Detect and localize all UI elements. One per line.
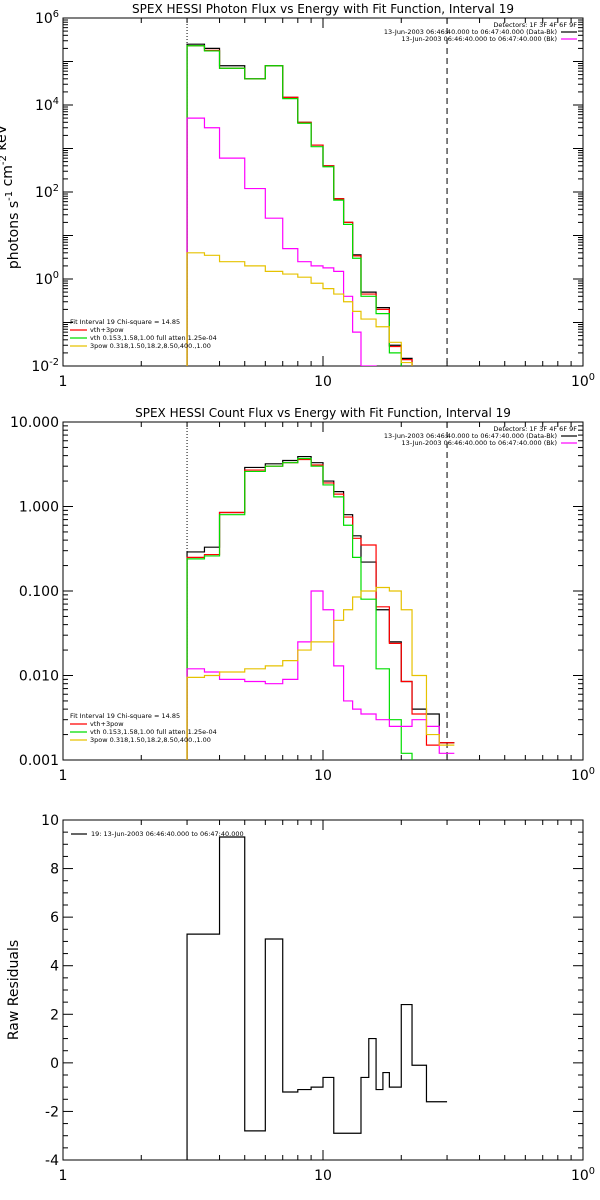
- y-tick-label: 0.010: [19, 669, 59, 685]
- y-tick-label: -2: [45, 1104, 59, 1120]
- x-tick-label: 100: [571, 1166, 595, 1184]
- series-line-0: [186, 43, 413, 366]
- y-axis-label: photons s-1 cm-2 keV-1: [0, 115, 22, 269]
- legend-left-entry: 19: 13-Jun-2003 06:46:40.000 to 06:47:40…: [91, 830, 244, 838]
- legend-bottom-entry: vth 0.153,1.58,1.00 full atten 1.25e-04: [90, 334, 217, 342]
- residuals-panel: Raw Residuals 1 10 100 -4 -2 0 2 4 6 8 10 19: 13-Jun…: [6, 813, 595, 1184]
- y-tick-label: 10-2: [31, 357, 59, 375]
- legend-bottom-entry: vth 0.153,1.58,1.00 full atten 1.25e-04: [90, 728, 217, 736]
- legend-bottom-entry: Fit Interval 19 Chi-square = 14.85: [70, 712, 180, 720]
- photon-flux-panel: SPEX HESSI Photon Flux vs Energy with Fi…: [0, 2, 595, 390]
- axes-frame: [62, 819, 584, 1161]
- y-tick-label: 2: [50, 1007, 59, 1023]
- x-tick-label: 10: [314, 768, 332, 784]
- y-tick-label: 1.000: [19, 500, 59, 516]
- legend-bottom-entry: vth+3pow: [90, 326, 124, 334]
- legend-top-entry: 13-Jun-2003 06:46:40.000 to 06:47:40.000…: [384, 432, 557, 440]
- legend-bottom-entry: Fit Interval 19 Chi-square = 14.85: [70, 318, 180, 326]
- series-line-1: [186, 458, 455, 760]
- x-tick-label: 1: [59, 1168, 68, 1184]
- y-tick-label: 104: [35, 96, 59, 114]
- series-line-4: [186, 252, 413, 366]
- y-tick-label: 106: [35, 9, 59, 27]
- series-line-2: [186, 457, 413, 760]
- x-tick-label: 1: [59, 768, 68, 784]
- legend-top-entry: Detectors: 1F 3F 4F 6F 9F: [493, 425, 577, 433]
- series-line-3: [186, 117, 377, 366]
- series-line-2: [186, 45, 402, 366]
- legend-bottom-entry: vth+3pow: [90, 720, 124, 728]
- y-tick-label: 102: [35, 183, 59, 201]
- axes-frame: [62, 17, 584, 367]
- y-tick-label: 100: [35, 270, 59, 288]
- legend-top-entry: 13-Jun-2003 06:46:40.000 to 06:47:40.000…: [402, 439, 557, 447]
- x-tick-label: 100: [571, 372, 595, 390]
- x-tick-label: 1: [59, 374, 68, 390]
- series-line-1: [186, 45, 413, 366]
- y-tick-label: 0.001: [19, 753, 59, 769]
- count-flux-panel: SPEX HESSI Count Flux vs Energy with Fit…: [10, 406, 595, 784]
- x-tick-label: 10: [314, 1168, 332, 1184]
- y-tick-label: 4: [50, 959, 59, 975]
- series-group: [186, 455, 455, 760]
- series-line-0: [186, 836, 448, 1160]
- legend-bottom-entry: 3pow 0.318,1.50,18.2,8.50,400.,1.00: [90, 736, 211, 744]
- legend-top-entry: Detectors: 1F 3F 4F 6F 9F: [493, 21, 577, 29]
- y-tick-label: 0.100: [19, 584, 59, 600]
- y-tick-label: 10: [41, 813, 59, 829]
- legend-top-entry: 13-Jun-2003 06:46:40.000 to 06:47:40.000…: [402, 35, 557, 43]
- x-tick-label: 10: [314, 374, 332, 390]
- y-tick-label: 10.000: [10, 415, 59, 431]
- y-tick-label: 0: [50, 1056, 59, 1072]
- series-line-4: [186, 586, 455, 760]
- legend-bottom-entry: 3pow 0.318,1.50,18.2,8.50,400.,1.00: [90, 342, 211, 350]
- y-tick-label: 6: [50, 910, 59, 926]
- panel-title: SPEX HESSI Photon Flux vs Energy with Fi…: [132, 2, 514, 16]
- x-tick-label: 100: [571, 766, 595, 784]
- y-tick-label: 8: [50, 862, 59, 878]
- legend-top-entry: 13-Jun-2003 06:46:40.000 to 06:47:40.000…: [384, 28, 557, 36]
- y-tick-label: -4: [45, 1153, 59, 1169]
- panel-title: SPEX HESSI Count Flux vs Energy with Fit…: [135, 406, 511, 420]
- series-group: [186, 43, 413, 366]
- series-group: [186, 836, 448, 1160]
- y-axis-label: Raw Residuals: [6, 940, 22, 1040]
